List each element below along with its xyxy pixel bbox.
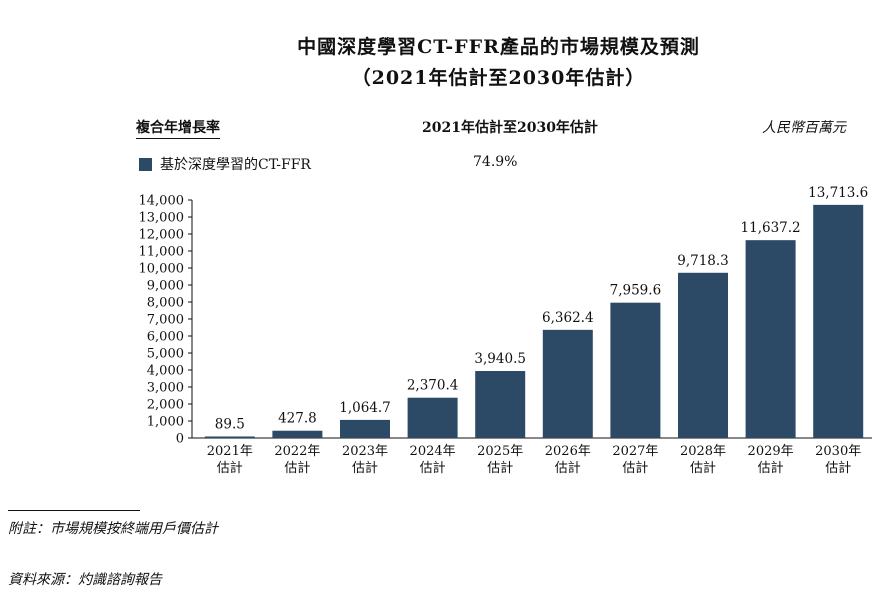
bar bbox=[407, 397, 458, 438]
bar-value-label: 89.5 bbox=[215, 416, 245, 432]
y-tick-label: 8,000 bbox=[147, 296, 184, 311]
bar-value-label: 1,064.7 bbox=[339, 400, 391, 416]
bar bbox=[542, 329, 593, 438]
x-tick-label-sub: 估計 bbox=[420, 460, 446, 476]
y-tick-label: 6,000 bbox=[147, 330, 184, 345]
bar-value-label: 9,718.3 bbox=[677, 253, 729, 269]
source-note: 資料來源：灼識諮詢報告 bbox=[8, 572, 162, 588]
bar-value-label: 427.8 bbox=[278, 411, 317, 427]
y-tick-label: 3,000 bbox=[147, 381, 184, 396]
bar bbox=[272, 430, 323, 438]
x-tick-label-sub: 估計 bbox=[352, 460, 378, 476]
bar bbox=[678, 272, 728, 438]
bar-value-label: 3,940.5 bbox=[474, 351, 526, 367]
bar-value-label: 13,713.6 bbox=[808, 185, 868, 201]
y-tick-label: 9,000 bbox=[147, 279, 184, 294]
y-tick-label: 14,000 bbox=[139, 194, 185, 209]
y-tick-label: 5,000 bbox=[147, 347, 184, 362]
unit-label: 人民幣百萬元 bbox=[762, 120, 846, 136]
y-tick-label: 7,000 bbox=[147, 313, 184, 328]
x-tick-label: 2030年 bbox=[815, 444, 861, 459]
x-tick-label: 2021年 bbox=[207, 444, 253, 459]
bar-value-label: 6,362.4 bbox=[542, 310, 594, 326]
x-tick-label-sub: 估計 bbox=[758, 460, 784, 476]
legend-swatch bbox=[139, 158, 152, 171]
x-tick-label: 2028年 bbox=[680, 444, 726, 459]
x-tick-label-sub: 估計 bbox=[622, 460, 648, 476]
x-tick-label-sub: 估計 bbox=[690, 460, 716, 476]
bar-chart: 0 1,000 2,000 3,000 4,000 5,000 6,000 7,000 8,00… bbox=[139, 185, 872, 476]
y-tick-label: 1,000 bbox=[147, 415, 184, 430]
x-tick-label: 2022年 bbox=[274, 444, 320, 459]
x-tick-label-sub: 估計 bbox=[555, 460, 581, 476]
x-tick-label-sub: 估計 bbox=[217, 460, 243, 476]
bar-value-label: 2,370.4 bbox=[407, 378, 459, 394]
cagr-value: 74.9% bbox=[473, 154, 518, 170]
x-tick-label-sub: 估計 bbox=[284, 460, 310, 476]
cagr-range-header: 2021年估計至2030年估計 bbox=[422, 120, 598, 136]
chart-title: 中國深度學習CT-FFR產品的市場規模及預測 bbox=[297, 36, 700, 58]
legend-label: 基於深度學習的CT-FFR bbox=[160, 157, 311, 173]
bar bbox=[745, 240, 796, 438]
y-tick-label: 10,000 bbox=[139, 262, 185, 277]
bar bbox=[475, 371, 526, 438]
x-tick-label: 2026年 bbox=[545, 444, 591, 459]
y-tick-label: 13,000 bbox=[139, 211, 185, 226]
x-tick-label-sub: 估計 bbox=[825, 460, 851, 476]
x-tick-label: 2027年 bbox=[612, 444, 658, 459]
y-tick-label: 11,000 bbox=[139, 245, 185, 260]
footnote-divider bbox=[8, 510, 140, 511]
bar bbox=[610, 302, 661, 438]
chart-subtitle: （2021年估計至2030年估計） bbox=[351, 67, 646, 89]
bar-value-label: 11,637.2 bbox=[741, 220, 801, 236]
x-tick-label: 2024年 bbox=[410, 444, 456, 459]
x-tick-label-sub: 估計 bbox=[487, 460, 513, 476]
bar bbox=[204, 436, 255, 438]
y-tick-label: 2,000 bbox=[147, 398, 184, 413]
x-tick-label: 2023年 bbox=[342, 444, 388, 459]
y-tick-label: 4,000 bbox=[147, 364, 184, 379]
y-tick-label: 0 bbox=[176, 432, 184, 447]
bar bbox=[813, 204, 864, 438]
x-tick-label: 2025年 bbox=[477, 444, 523, 459]
y-tick-label: 12,000 bbox=[139, 228, 185, 243]
cagr-header: 複合年增長率 bbox=[136, 117, 220, 139]
x-tick-label: 2029年 bbox=[748, 444, 794, 459]
footnote: 附註：市場規模按終端用戶價估計 bbox=[8, 521, 218, 537]
bar bbox=[340, 419, 390, 438]
bar-value-label: 7,959.6 bbox=[610, 283, 662, 299]
